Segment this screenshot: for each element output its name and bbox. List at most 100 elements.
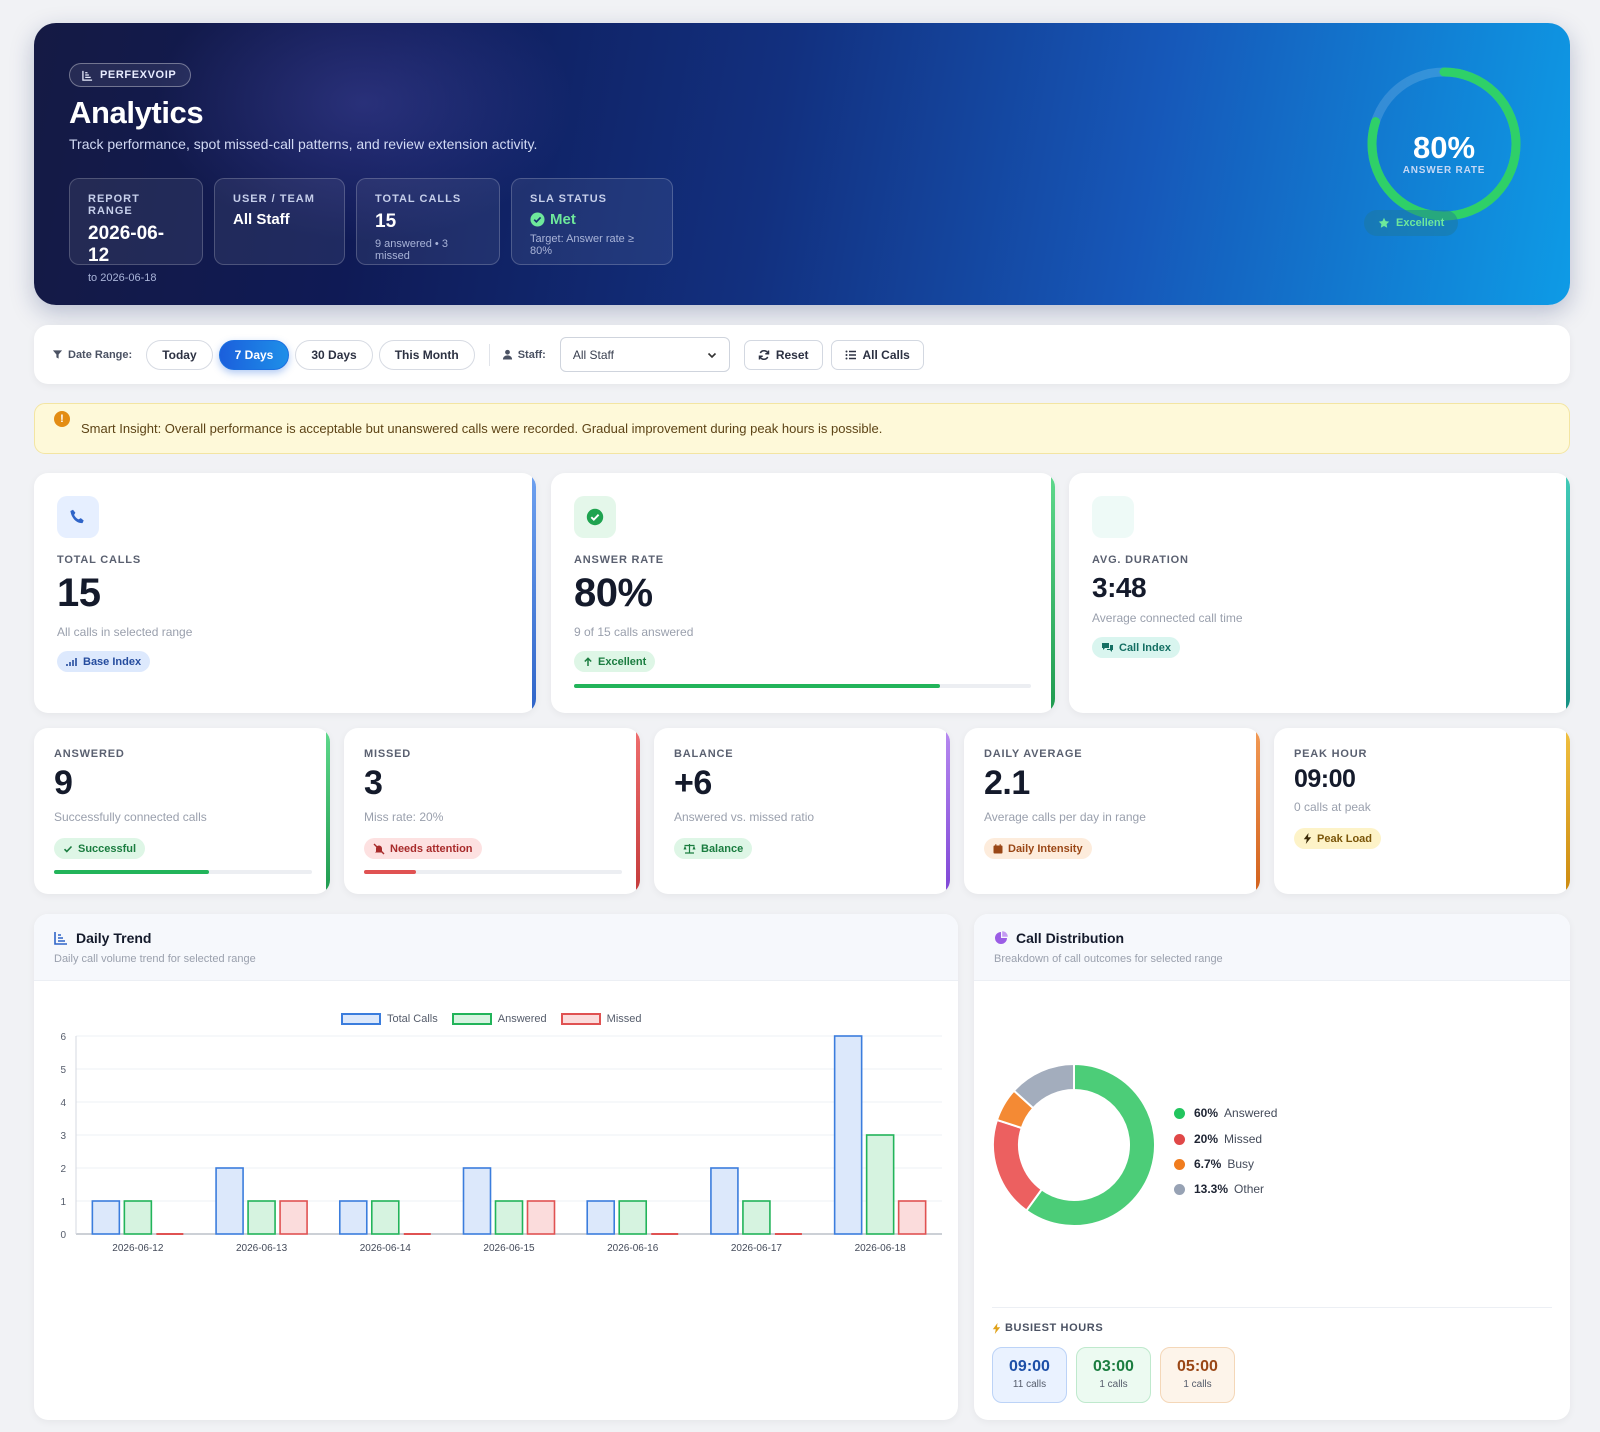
y-tick-label: 6 [60,1032,66,1043]
kpi-label: ANSWERED [54,748,125,760]
kpi-label: ANSWER RATE [574,554,664,566]
calendar-icon [993,843,1003,853]
stat-label: REPORT RANGE [88,193,140,217]
range-30days-button[interactable]: 30 Days [295,339,373,370]
bar-total [91,1200,121,1235]
bar-answered [123,1200,153,1235]
busiest-hour-count: 1 calls [1183,1379,1212,1390]
legend-item-answered: 60% Answered [1174,1106,1277,1120]
legend-dot [1174,1183,1185,1195]
sla-status-text: Met [550,211,576,228]
staff-select[interactable]: All Staff [559,337,730,372]
busiest-hour-time: 05:00 [1177,1358,1218,1375]
legend-item-other: 13.3% Other [1174,1182,1264,1196]
busiest-hour-time: 09:00 [1009,1358,1050,1375]
stat-sub: to 2026-06-18 [88,272,157,284]
stat-report-range: REPORT RANGE 2026-06-12 to 2026-06-18 [69,178,203,284]
kpi-tag: Call Index [1092,637,1180,658]
check-icon [63,845,73,853]
legend-name: Answered [1224,1106,1278,1120]
kpi-tag-label: Base Index [83,655,142,668]
divider [488,343,490,366]
kpi-sub: Successfully connected calls [54,810,207,824]
stat-value: All Staff [233,211,290,228]
trend-title: Daily Trend [76,930,152,946]
busiest-hour-time: 03:00 [1093,1358,1134,1375]
ring-arc [1367,67,1521,221]
staff-label-text: Staff: [517,348,546,361]
bar-answered [742,1200,771,1235]
x-tick-label: 2026-06-16 [607,1243,659,1254]
reset-button[interactable]: Reset [743,339,823,370]
x-tick-label: 2026-06-14 [360,1243,412,1254]
legend-label-missed: Missed [606,1013,642,1025]
panel-subtitle: Daily call volume trend for selected ran… [54,953,256,965]
pie-chart-icon [995,931,1008,944]
divider [992,1307,1552,1308]
stat-value: Met [530,211,654,228]
kpi-value: 3:48 [1092,572,1147,603]
stat-sla-status: SLA STATUS Met Target: Answer rate ≥ 80% [511,178,673,265]
page-title: Analytics [69,95,204,130]
busiest-hours-label: BUSIEST HOURS [1005,1322,1104,1334]
bar-total [710,1167,739,1235]
bar-answered [618,1200,648,1235]
y-tick-label: 3 [60,1131,66,1142]
kpi-tag: Base Index [57,651,151,672]
kpi-sub: 0 calls at peak [1294,800,1371,814]
all-calls-label: All Calls [862,347,910,362]
bolt-icon [1303,833,1312,844]
legend-dot [1174,1133,1185,1145]
brand-badge-label: PERFEXVOIP [100,69,177,81]
bar-chart-icon [54,932,67,945]
y-tick-label: 2 [60,1164,66,1175]
scale-icon [683,844,696,854]
all-calls-button[interactable]: All Calls [830,339,924,370]
range-this-month-button[interactable]: This Month [378,339,475,370]
call-distribution-panel: Call Distribution Breakdown of call outc… [974,914,1570,1420]
clock-icon [1092,496,1134,538]
trend-legend: Total Calls Answered Missed [341,1013,642,1025]
card-accent [1566,728,1570,894]
arrow-up-icon [584,656,592,666]
range-7days-button[interactable]: 7 Days [218,339,290,370]
legend-dot [1174,1107,1185,1119]
legend-label-answered: Answered [497,1013,547,1025]
page-subtitle: Track performance, spot missed-call patt… [69,136,538,152]
ring-gauge [1367,67,1521,221]
kpi-tag-label: Needs attention [390,842,473,855]
stat-label: SLA STATUS [530,193,608,205]
stat-label: USER / TEAM [233,193,315,205]
legend-pct: 20% [1194,1132,1219,1146]
card-accent [1566,473,1570,713]
stat-total-calls: TOTAL CALLS 15 9 answered • 3 missed [356,178,500,265]
legend-swatch-missed [560,1013,601,1025]
panel-subtitle: Breakdown of call outcomes for selected … [994,953,1223,965]
x-tick-label: 2026-06-15 [483,1243,535,1254]
legend-name: Other [1234,1182,1265,1196]
card-accent [532,473,536,713]
y-tick-label: 0 [60,1230,66,1241]
kpi-sub: All calls in selected range [57,625,193,639]
stat-user-team: USER / TEAM All Staff [214,178,345,265]
kpi-value: +6 [674,764,712,802]
range-today-button[interactable]: Today [146,339,213,370]
busiest-hour-chip: 03:00 1 calls [1076,1347,1151,1403]
signal-icon [66,657,77,666]
x-tick-label: 2026-06-17 [731,1243,783,1254]
legend-pct: 60% [1194,1106,1219,1120]
busiest-hours-title: BUSIEST HOURS [992,1322,1103,1334]
answer-rate-progress [574,684,1031,688]
x-tick-label: 2026-06-18 [855,1243,907,1254]
chat-icon [1102,643,1113,652]
bar-missed [526,1200,556,1235]
ring-badge: Excellent [1364,210,1459,236]
ring-badge-label: Excellent [1396,217,1445,229]
stat-sub: Target: Answer rate ≥ 80% [530,233,634,257]
bar-total [462,1167,492,1235]
slice-answered [1024,1063,1156,1227]
legend-name: Missed [1224,1132,1263,1146]
kpi-tag: Peak Load [1294,828,1382,849]
kpi-tag-label: Excellent [598,655,647,668]
list-icon [845,350,856,359]
